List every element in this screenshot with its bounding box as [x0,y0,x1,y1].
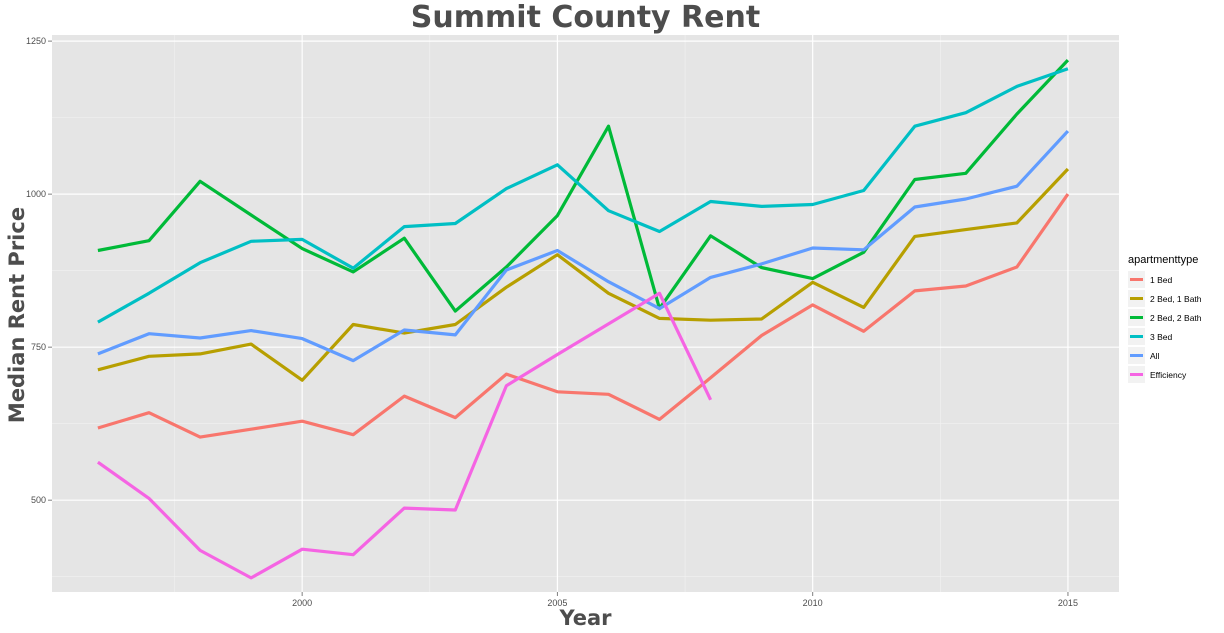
legend-item-3-bed: 3 Bed [1128,327,1222,346]
series-line-2-bed-2-bath [97,59,1070,313]
legend-key [1128,347,1145,364]
series-line-1-bed [97,193,1070,439]
legend-key [1128,290,1145,307]
legend-title: apartmenttype [1128,254,1199,266]
legend-key [1128,309,1145,326]
legend-label: 2 Bed, 2 Bath [1150,312,1202,323]
legend-label: All [1150,350,1160,361]
legend-items: 1 Bed 2 Bed, 1 Bath 2 Bed, 2 Bath 3 Bed All E… [1128,270,1222,384]
y-tick-label: 1250 [26,36,46,46]
legend-label: Efficiency [1150,369,1187,380]
legend-key [1128,328,1145,345]
legend-label: 3 Bed [1150,331,1173,342]
legend-item-1-bed: 1 Bed [1128,270,1222,289]
plot-panel [52,35,1119,592]
y-axis-label: Median Rent Price [5,206,29,424]
series-line-2-bed-1-bath [97,167,1070,382]
minor-gridlines [52,35,1119,592]
x-tick-label: 2015 [1058,598,1078,608]
legend-key [1128,271,1145,288]
x-tick-label: 2010 [803,598,823,608]
y-tick-label: 750 [31,342,46,352]
x-tick-label: 2005 [547,598,567,608]
x-tick-label: 2000 [292,598,312,608]
x-axis-label: Year [559,606,612,630]
series-line-all [97,130,1070,363]
series-line-3-bed [97,67,1069,324]
legend-key [1128,366,1145,383]
y-tick-label: 1000 [26,189,46,199]
series-line-efficiency [96,291,713,580]
tick-labels: 2000 2005 2010 2015 500 750 1000 1250 [26,36,1078,608]
legend-item-2-bed-2-bath: 2 Bed, 2 Bath [1128,308,1222,327]
chart-title: Summit County Rent [410,0,761,35]
legend-label: 1 Bed [1150,274,1173,285]
legend-item-efficiency: Efficiency [1128,365,1222,384]
axis-ticks [48,40,1069,596]
series-lines [96,59,1070,580]
legend-item-all: All [1128,346,1222,365]
legend: apartmenttype 1 Bed 2 Bed, 1 Bath 2 Bed, 2… [1128,254,1222,384]
legend-item-2-bed-1-bath: 2 Bed, 1 Bath [1128,289,1222,308]
legend-label: 2 Bed, 1 Bath [1150,293,1202,304]
y-tick-label: 500 [31,495,46,505]
